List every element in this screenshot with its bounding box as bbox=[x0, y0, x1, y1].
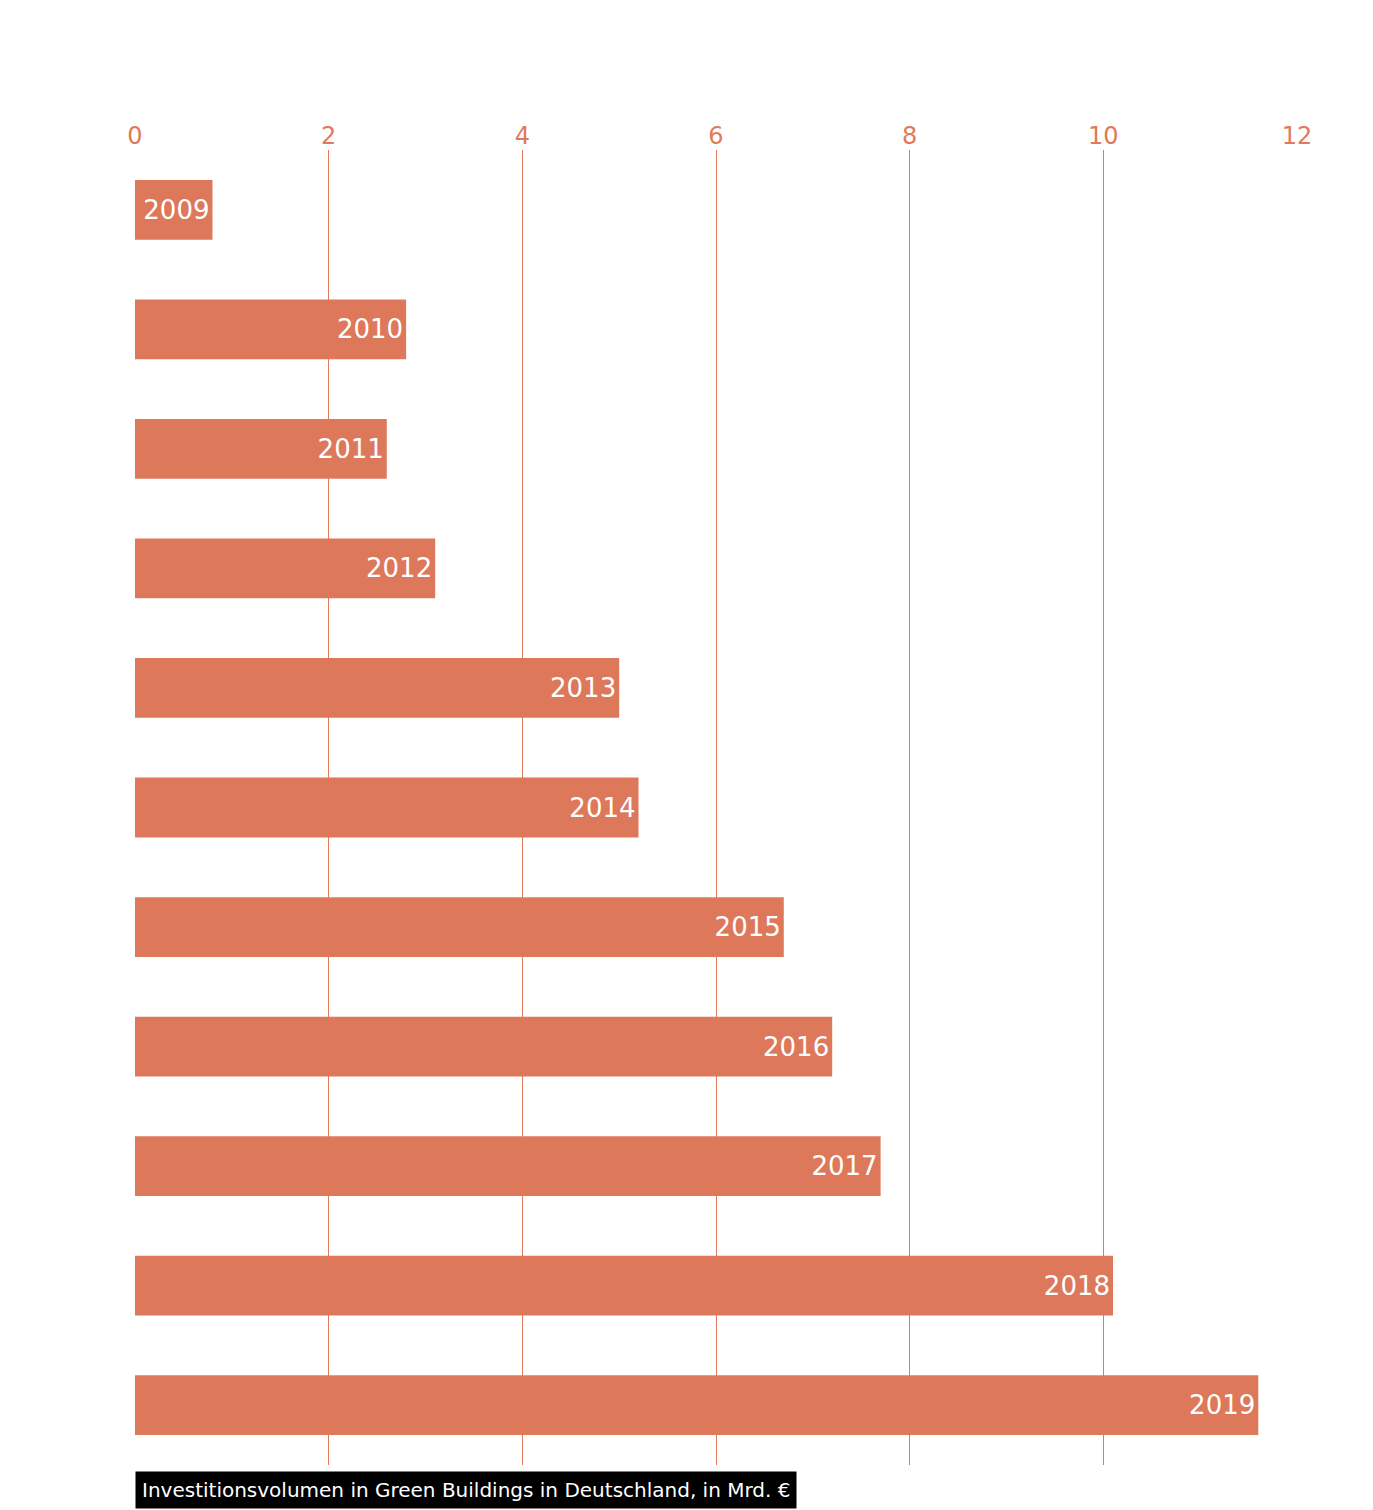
svg-text:10: 10 bbox=[1088, 122, 1119, 150]
svg-text:2010: 2010 bbox=[337, 314, 403, 344]
svg-text:2009: 2009 bbox=[143, 195, 209, 225]
svg-text:8: 8 bbox=[902, 122, 917, 150]
svg-text:2: 2 bbox=[321, 122, 336, 150]
svg-text:2014: 2014 bbox=[569, 793, 635, 823]
svg-text:2012: 2012 bbox=[366, 553, 432, 583]
svg-text:2017: 2017 bbox=[811, 1151, 877, 1181]
svg-text:2018: 2018 bbox=[1044, 1271, 1110, 1301]
svg-text:6: 6 bbox=[708, 122, 723, 150]
svg-text:2016: 2016 bbox=[763, 1032, 829, 1062]
svg-text:2015: 2015 bbox=[715, 912, 781, 942]
svg-text:4: 4 bbox=[515, 122, 530, 150]
svg-text:12: 12 bbox=[1282, 122, 1313, 150]
svg-text:2019: 2019 bbox=[1189, 1390, 1255, 1420]
svg-text:2013: 2013 bbox=[550, 673, 616, 703]
svg-text:Investitionsvolumen in Green B: Investitionsvolumen in Green Buildings i… bbox=[142, 1478, 790, 1502]
svg-text:2011: 2011 bbox=[318, 434, 384, 464]
svg-text:0: 0 bbox=[127, 122, 142, 150]
